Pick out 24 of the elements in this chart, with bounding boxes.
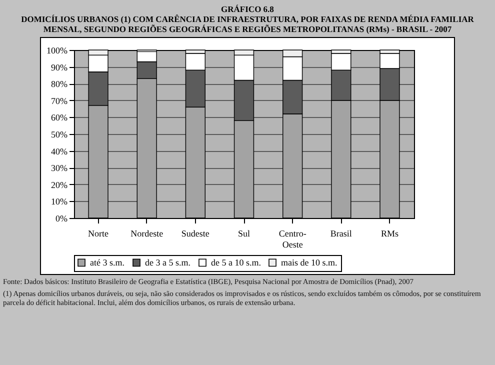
y-tick-label: 50% [51, 130, 68, 140]
y-tick-label: 100% [46, 46, 68, 56]
legend-label: de 5 a 10 s.m. [211, 258, 261, 268]
y-tick-label: 60% [51, 112, 68, 123]
x-tick-label: Centro-Oeste [278, 228, 306, 250]
y-tick-label: 80% [51, 79, 68, 90]
y-tick-label: 70% [51, 96, 68, 106]
y-tick-label: 40% [51, 146, 68, 156]
y-tick-label: 30% [51, 163, 68, 174]
legend-label: de 3 a 5 s.m. [145, 258, 190, 268]
chart-title: GRÁFICO 6.8 [220, 4, 275, 14]
y-tick-label: 90% [51, 62, 68, 72]
y-tick-label: 20% [51, 180, 68, 190]
legend-label: mais de 10 s.m. [281, 258, 338, 268]
x-tick-label: Sudeste [181, 228, 210, 238]
x-tick-label: Nordeste [130, 228, 164, 238]
chart-subtitle: DOMICÍLIOS URBANOS (1) COM CARÊNCIA DE INFRAESTRUTURA, POR FAIXAS DE RENDA MÉDIA FAMILIAR MENSAL, SEGUNDO REGIÕES GEOGRÁFICAS E REGIÕES METROPOLITANAS (RMs) - BRASIL - 2007 [20, 14, 475, 34]
x-tick-label: Norte [88, 228, 109, 238]
y-tick-label: 0% [56, 214, 68, 224]
x-tick-label: RMs [380, 228, 399, 238]
y-tick-label: 10% [51, 196, 68, 207]
legend-label: até 3 s.m. [90, 258, 124, 268]
x-tick-label: Brasil [330, 228, 352, 238]
x-tick-label: Sul [238, 228, 250, 238]
